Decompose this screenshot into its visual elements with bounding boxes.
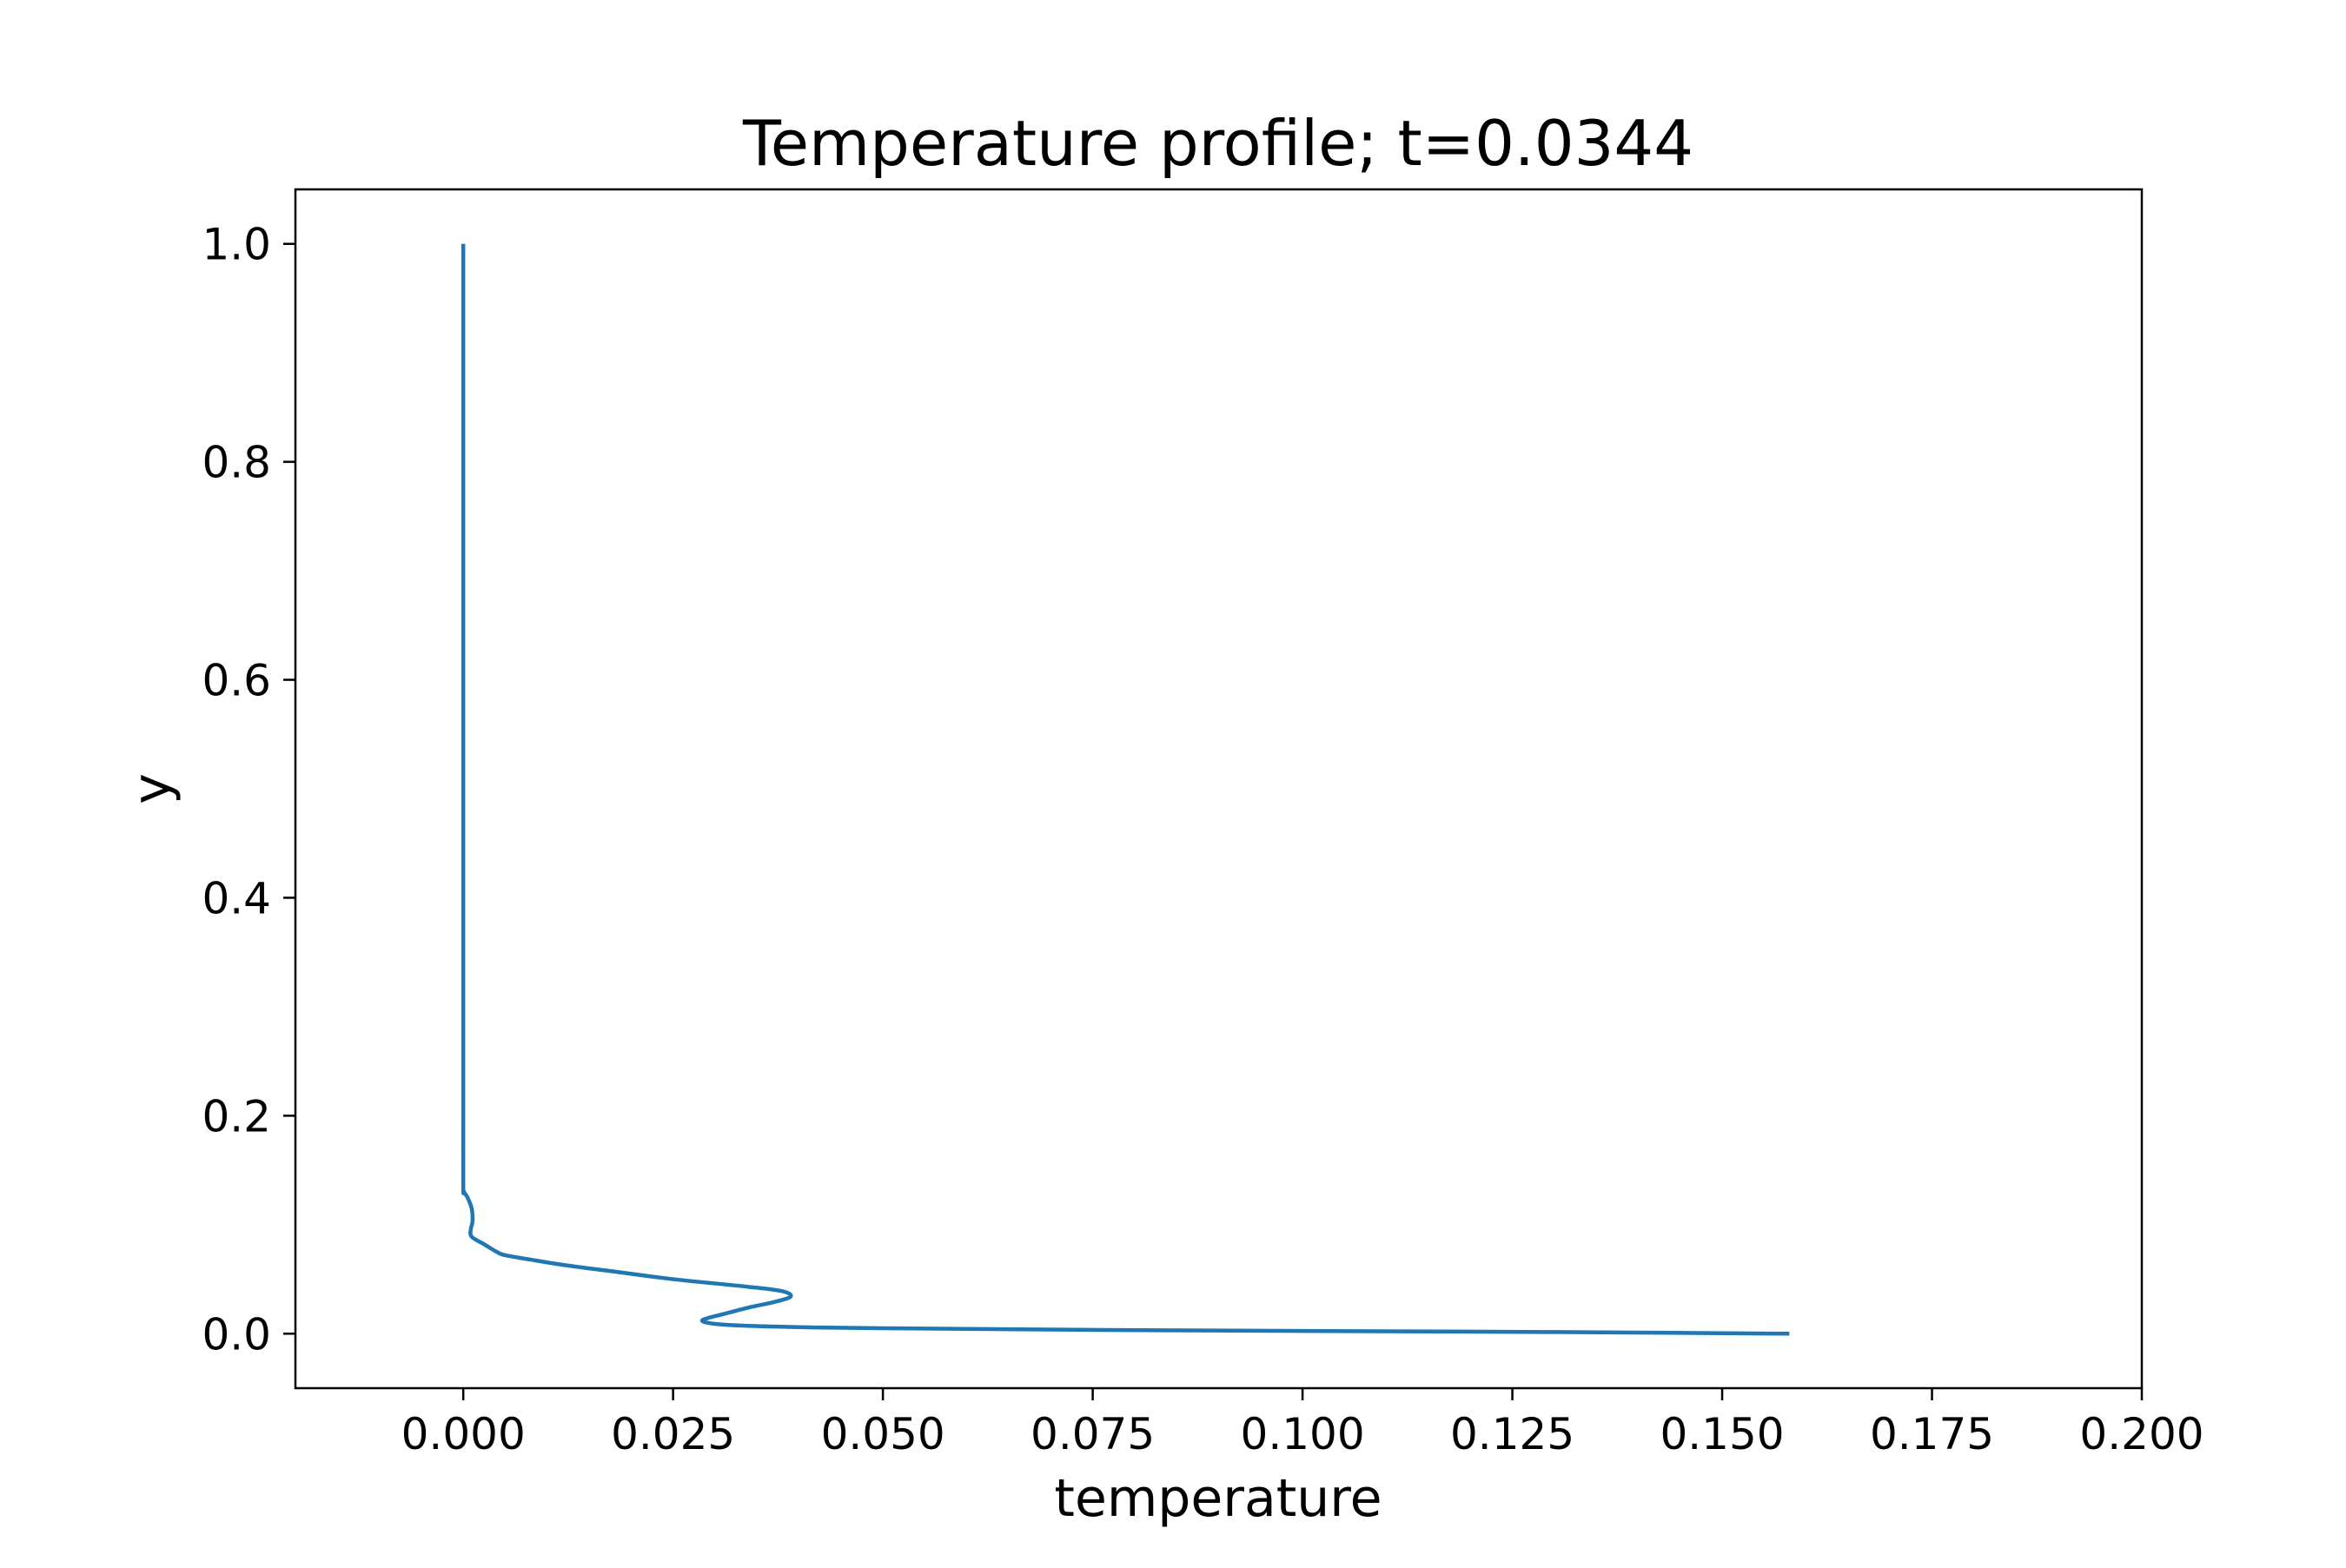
y-tick-label: 0.4	[202, 873, 271, 923]
y-axis-label: y	[122, 773, 182, 804]
plot-frame	[294, 188, 2144, 1390]
y-tick-label: 0.6	[202, 656, 271, 706]
chart-title: Temperature profile; t=0.0344	[742, 107, 1693, 180]
x-tick-label: 0.025	[611, 1409, 735, 1459]
x-tick-label: 0.200	[2079, 1409, 2204, 1459]
y-tick-label: 0.2	[202, 1091, 271, 1141]
x-tick-label: 0.175	[1870, 1409, 1994, 1459]
y-tick-label: 1.0	[202, 220, 271, 270]
x-axis: 0.000 0.025 0.050 0.075 0.100 0.125 0.150 0.175…	[401, 1388, 2204, 1459]
x-axis-label: temperature	[1054, 1468, 1382, 1529]
y-tick-label: 0.0	[202, 1309, 271, 1360]
x-tick-label: 0.000	[401, 1409, 526, 1459]
x-tick-label: 0.050	[821, 1409, 945, 1459]
x-tick-label: 0.100	[1241, 1409, 1365, 1459]
series-line	[461, 243, 1790, 1336]
x-tick-label: 0.125	[1450, 1409, 1574, 1459]
x-tick-label: 0.075	[1031, 1409, 1155, 1459]
y-tick-label: 0.8	[202, 438, 271, 488]
y-axis: 0.0 0.2 0.4 0.6 0.8 1.0	[202, 220, 295, 1360]
x-tick-label: 0.150	[1660, 1409, 1784, 1459]
